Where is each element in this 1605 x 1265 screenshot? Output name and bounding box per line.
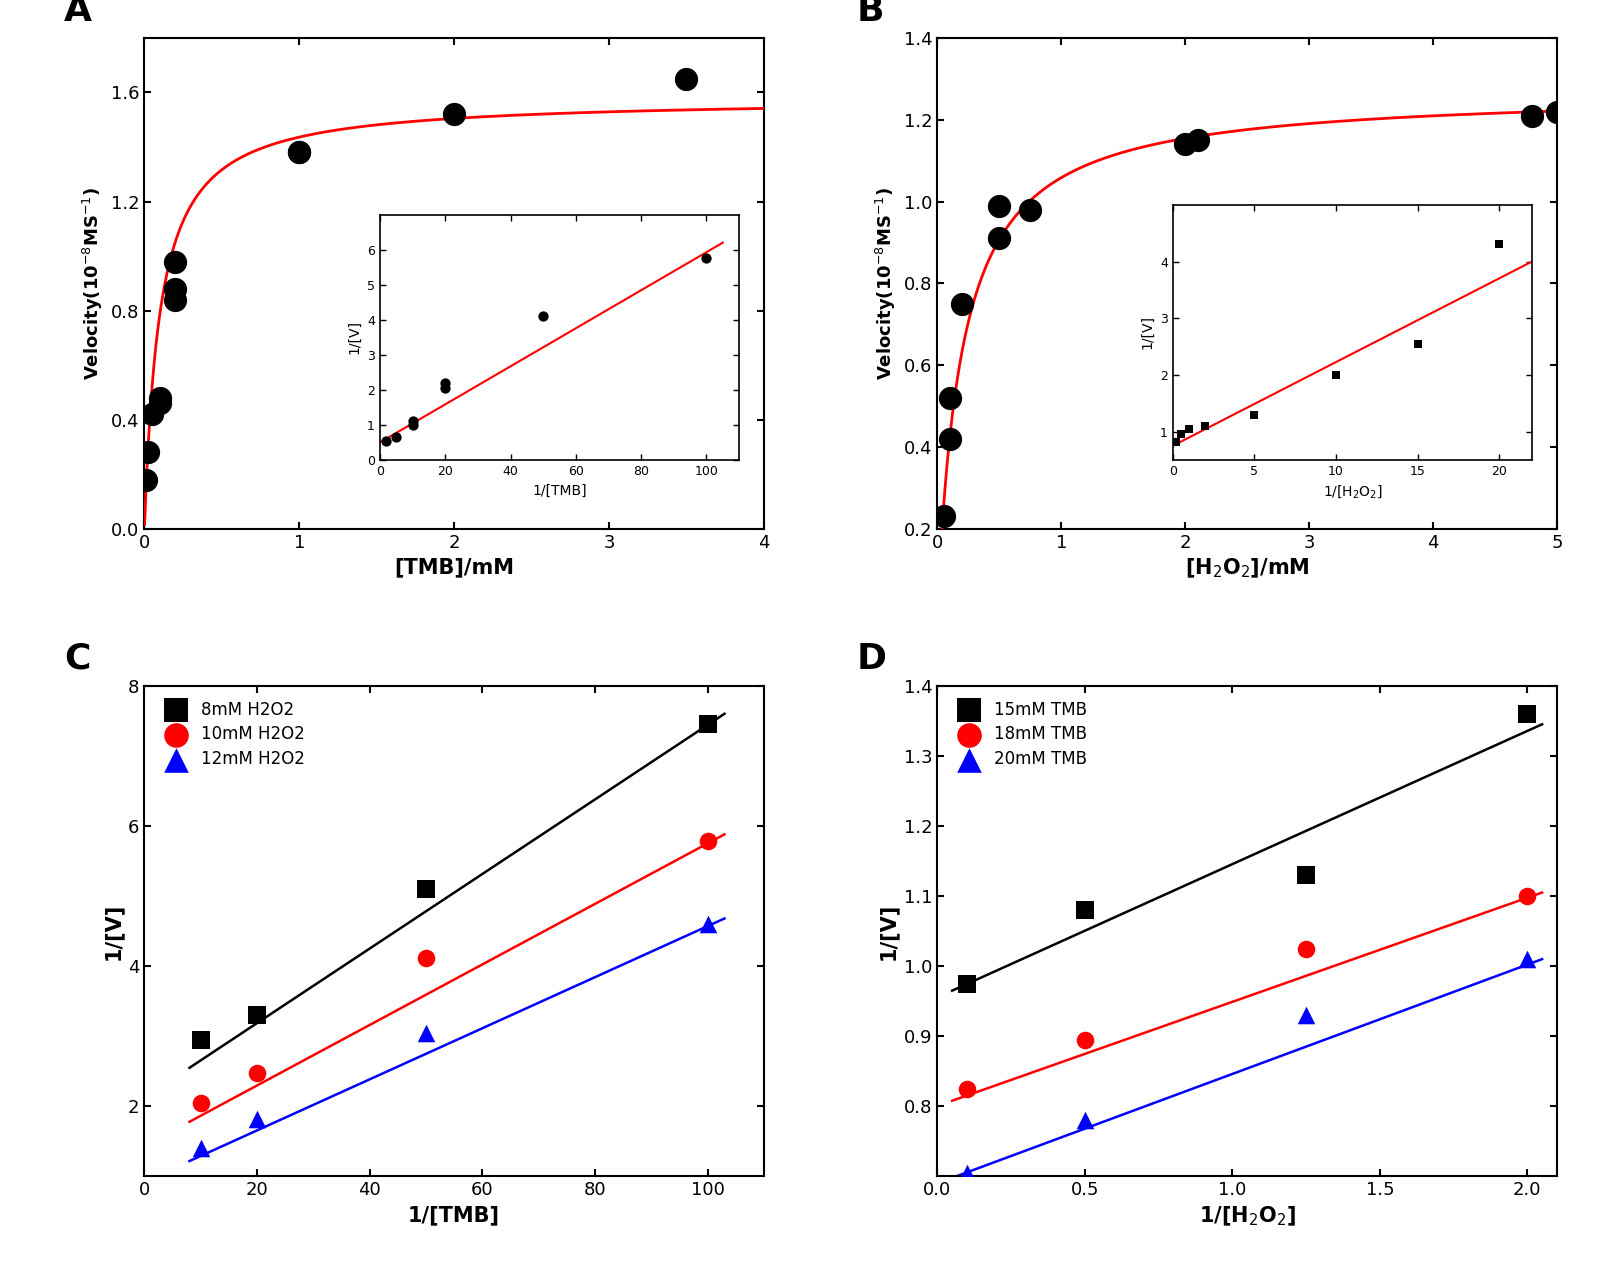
18mM TMB bbox=[1515, 886, 1541, 906]
Point bbox=[949, 293, 974, 314]
Text: A: A bbox=[64, 0, 91, 28]
Point bbox=[987, 228, 1013, 248]
8mM H2O2 bbox=[695, 715, 721, 735]
X-axis label: [TMB]/mM: [TMB]/mM bbox=[395, 557, 514, 577]
X-axis label: 1/[TMB]: 1/[TMB] bbox=[408, 1204, 501, 1225]
20mM TMB bbox=[1294, 1006, 1319, 1026]
12mM H2O2 bbox=[244, 1109, 270, 1130]
15mM TMB bbox=[1294, 865, 1319, 886]
8mM H2O2 bbox=[412, 879, 438, 899]
Point bbox=[1520, 105, 1546, 125]
18mM TMB bbox=[953, 1079, 979, 1099]
12mM H2O2 bbox=[188, 1138, 213, 1159]
10mM H2O2 bbox=[244, 1063, 270, 1083]
Y-axis label: 1/[V]: 1/[V] bbox=[878, 902, 899, 960]
Text: B: B bbox=[857, 0, 884, 28]
20mM TMB bbox=[953, 1163, 979, 1183]
12mM H2O2 bbox=[412, 1022, 438, 1042]
Point bbox=[162, 278, 188, 299]
Point bbox=[937, 387, 963, 407]
Point bbox=[286, 143, 311, 163]
8mM H2O2 bbox=[188, 1030, 213, 1050]
Point bbox=[135, 443, 161, 463]
Legend: 8mM H2O2, 10mM H2O2, 12mM H2O2: 8mM H2O2, 10mM H2O2, 12mM H2O2 bbox=[152, 694, 311, 774]
Point bbox=[1544, 101, 1570, 121]
10mM H2O2 bbox=[188, 1093, 213, 1113]
Point bbox=[148, 393, 173, 414]
10mM H2O2 bbox=[695, 831, 721, 851]
18mM TMB bbox=[1294, 939, 1319, 959]
Point bbox=[931, 506, 957, 526]
15mM TMB bbox=[1072, 899, 1098, 920]
Text: C: C bbox=[64, 641, 90, 676]
Point bbox=[1018, 200, 1043, 220]
Y-axis label: Velocity(10$^{-8}$MS$^{-1}$): Velocity(10$^{-8}$MS$^{-1}$) bbox=[82, 187, 106, 380]
Point bbox=[987, 196, 1013, 216]
Point bbox=[286, 143, 311, 163]
Point bbox=[148, 387, 173, 407]
15mM TMB bbox=[953, 974, 979, 994]
Legend: 15mM TMB, 18mM TMB, 20mM TMB: 15mM TMB, 18mM TMB, 20mM TMB bbox=[945, 694, 1093, 774]
X-axis label: 1/[H$_2$O$_2$]: 1/[H$_2$O$_2$] bbox=[1199, 1204, 1295, 1228]
Point bbox=[937, 429, 963, 449]
Point bbox=[1172, 134, 1197, 154]
18mM TMB bbox=[1072, 1030, 1098, 1050]
Y-axis label: 1/[V]: 1/[V] bbox=[103, 902, 122, 960]
Point bbox=[162, 252, 188, 272]
12mM H2O2 bbox=[695, 913, 721, 934]
Point bbox=[140, 404, 165, 424]
Text: D: D bbox=[857, 641, 888, 676]
Point bbox=[133, 469, 159, 490]
X-axis label: [H$_2$O$_2$]/mM: [H$_2$O$_2$]/mM bbox=[1184, 557, 1310, 581]
20mM TMB bbox=[1515, 949, 1541, 969]
8mM H2O2 bbox=[244, 1006, 270, 1026]
15mM TMB bbox=[1515, 703, 1541, 724]
Point bbox=[162, 290, 188, 310]
Point bbox=[441, 104, 467, 124]
10mM H2O2 bbox=[412, 947, 438, 968]
Point bbox=[1184, 130, 1210, 151]
20mM TMB bbox=[1072, 1111, 1098, 1131]
Point bbox=[674, 68, 700, 89]
Y-axis label: Velocity(10$^{-8}$MS$^{-1}$): Velocity(10$^{-8}$MS$^{-1}$) bbox=[875, 187, 899, 380]
